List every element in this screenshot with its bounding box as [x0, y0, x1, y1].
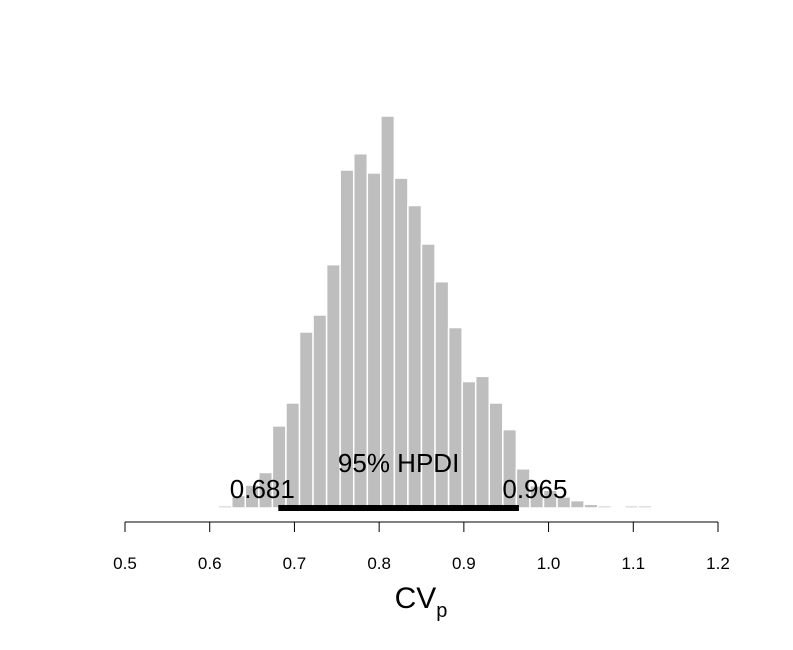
x-axis-title: CVp	[395, 582, 448, 622]
x-tick-label: 1.0	[537, 554, 561, 573]
histogram-bar	[461, 380, 477, 509]
x-tick-label: 0.7	[283, 554, 307, 573]
hpdi-upper-label: 0.965	[502, 474, 567, 504]
histogram-bar	[447, 326, 463, 509]
histogram-bar	[298, 331, 314, 509]
x-tick-label: 0.8	[367, 554, 391, 573]
histogram-bar	[488, 402, 504, 509]
x-axis: 0.5 0.6 0.7 0.8 0.9 1.0 1.1 1.2	[113, 521, 730, 573]
x-tick-label: 1.1	[621, 554, 645, 573]
histogram-bar	[637, 505, 653, 509]
x-ticks: 0.5 0.6 0.7 0.8 0.9 1.0 1.1 1.2	[113, 522, 730, 573]
histogram-bar	[217, 505, 233, 509]
histogram-bar	[610, 505, 626, 509]
x-tick-label: 0.6	[198, 554, 222, 573]
hpdi-label: 95% HPDI	[338, 448, 459, 478]
hpdi-lower-label: 0.681	[230, 474, 295, 504]
x-tick-label: 1.2	[706, 554, 730, 573]
histogram-bar	[312, 314, 328, 509]
histogram-bar	[624, 505, 640, 509]
x-axis-title-main: CV	[395, 582, 437, 615]
histogram-bar	[569, 499, 585, 509]
histogram-bar	[474, 375, 491, 509]
histogram-bar	[583, 503, 599, 509]
x-tick-label: 0.9	[452, 554, 476, 573]
histogram-bars	[217, 115, 653, 509]
x-axis-title-subscript: p	[436, 600, 447, 622]
histogram-bar	[596, 505, 613, 509]
x-tick-label: 0.5	[113, 554, 137, 573]
